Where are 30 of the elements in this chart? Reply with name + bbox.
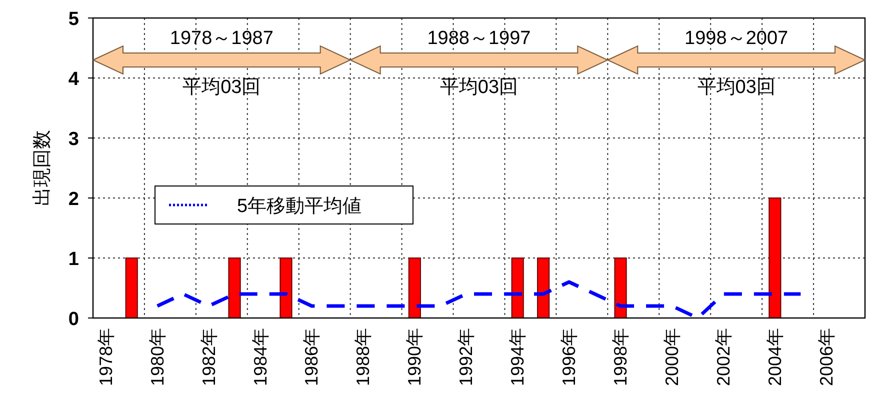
y-tick-label: 4 bbox=[68, 69, 80, 90]
y-tick-label: 1 bbox=[68, 249, 80, 270]
line-series bbox=[156, 280, 802, 320]
annotation: 平均03回 bbox=[182, 77, 261, 98]
x-tick-label: 1980年 bbox=[147, 328, 168, 386]
annotation: 平均03回 bbox=[697, 77, 776, 98]
y-axis-title: 出現回数 bbox=[32, 130, 53, 206]
y-tick-label: 0 bbox=[68, 309, 79, 330]
x-tick-label: 1996年 bbox=[559, 328, 580, 386]
x-tick-label: 1998年 bbox=[610, 328, 631, 386]
x-tick-label: 2000年 bbox=[662, 328, 682, 386]
x-tick-label: 1994年 bbox=[508, 328, 528, 386]
x-tick-label: 2006年 bbox=[816, 328, 836, 386]
y-tick-label: 2 bbox=[68, 189, 79, 210]
annotation: 1998～2007 bbox=[684, 28, 788, 49]
x-tick-label: 2002年 bbox=[713, 328, 734, 386]
annotation: 平均03回 bbox=[440, 77, 518, 98]
x-tick-label: 1992年 bbox=[456, 328, 476, 386]
legend-label: 5年移動平均値 bbox=[237, 196, 362, 217]
annotation: 1978～1987 bbox=[170, 28, 274, 49]
annotation: 1988～1997 bbox=[427, 28, 531, 49]
x-tick-label: 1978年 bbox=[96, 328, 116, 386]
x-tick-label: 2004年 bbox=[764, 328, 785, 386]
y-tick-label: 5 bbox=[68, 9, 80, 30]
y-tick-label: 3 bbox=[68, 129, 79, 150]
x-tick-label: 1988年 bbox=[353, 328, 374, 386]
x-tick-label: 1990年 bbox=[404, 328, 425, 386]
x-tick-label: 1982年 bbox=[198, 328, 219, 386]
x-tick-label: 1986年 bbox=[302, 328, 322, 386]
x-tick-label: 1984年 bbox=[250, 328, 270, 386]
